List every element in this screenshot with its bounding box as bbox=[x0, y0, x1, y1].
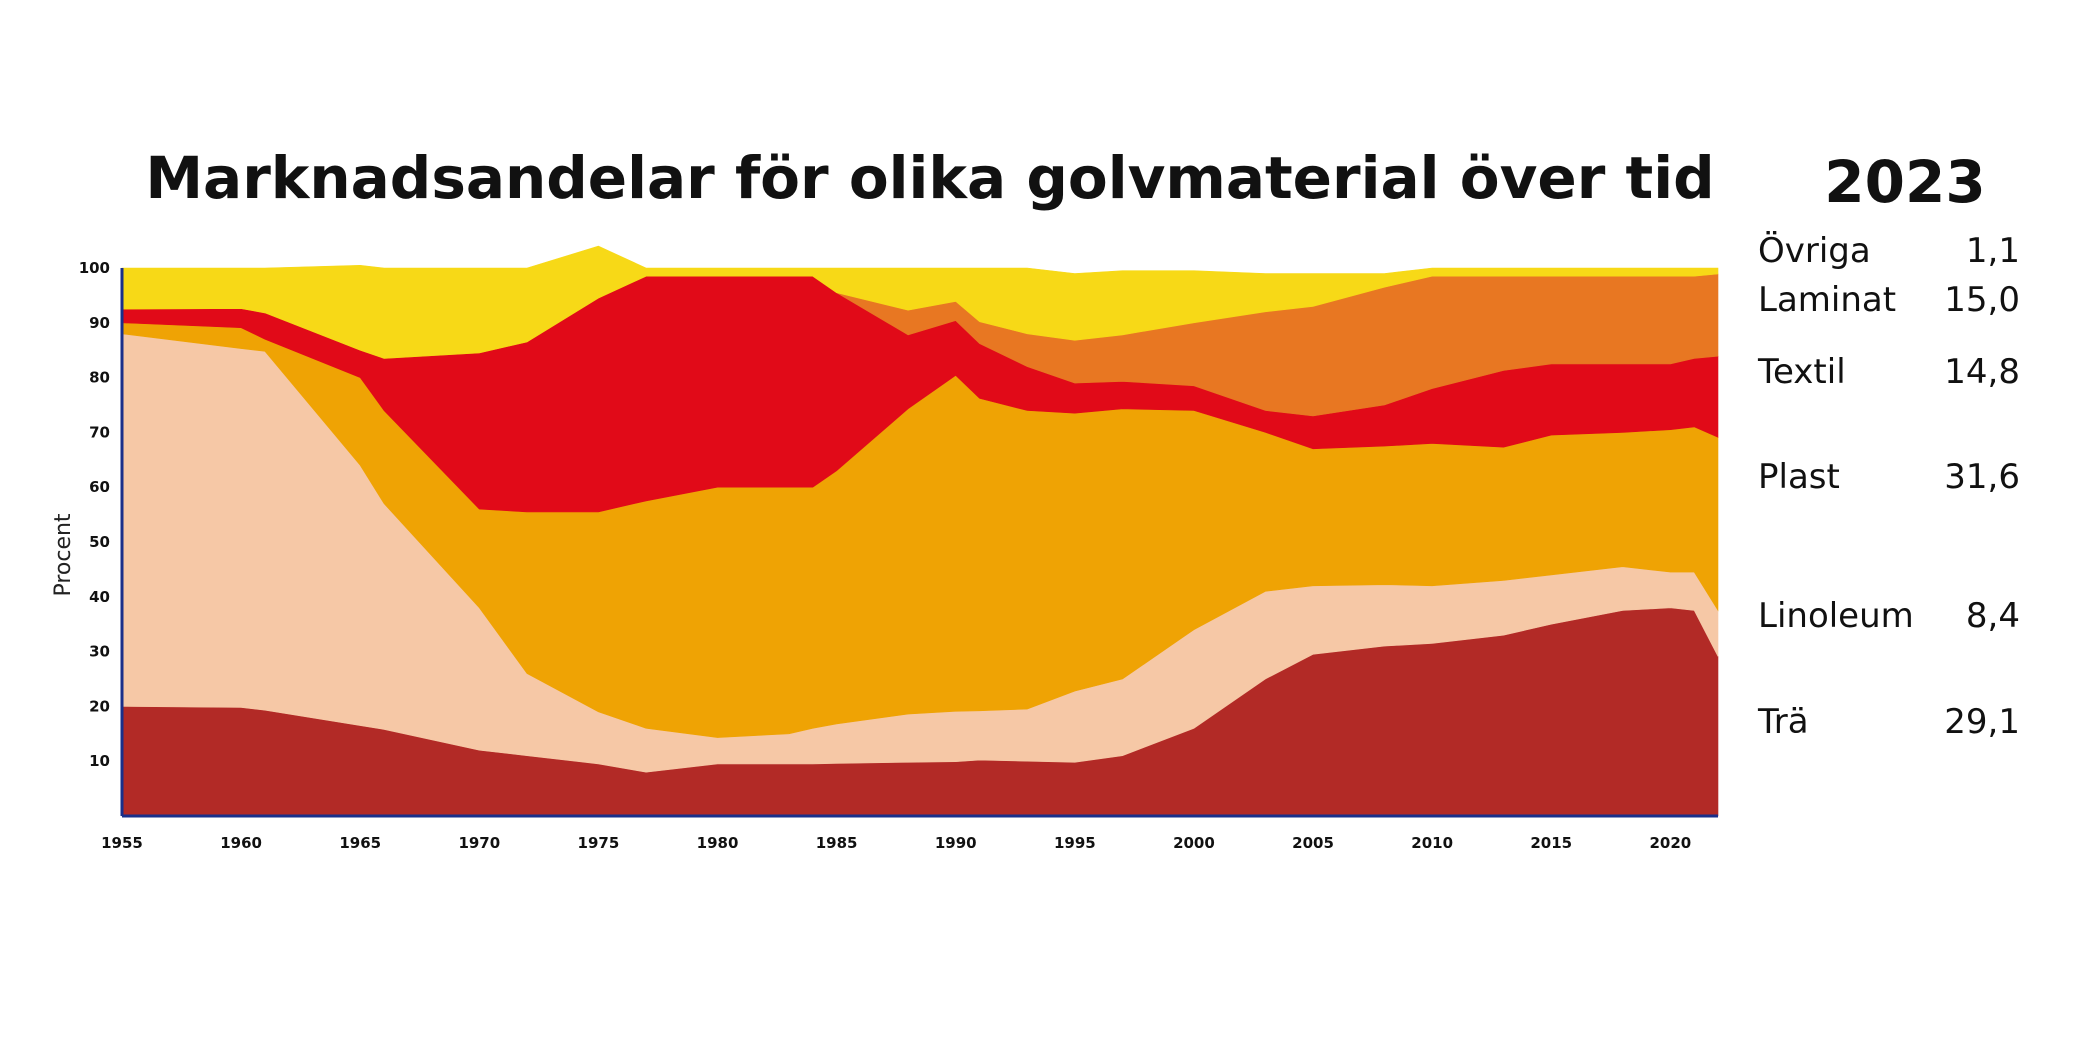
x-tick-label: 2010 bbox=[1411, 834, 1453, 852]
panel-row-label: Textil bbox=[1757, 352, 1846, 392]
x-tick-label: 1965 bbox=[339, 834, 381, 852]
x-tick-label: 1970 bbox=[458, 834, 500, 852]
y-tick-label: 40 bbox=[89, 588, 110, 606]
x-tick-label: 2020 bbox=[1649, 834, 1691, 852]
x-tick-label: 1960 bbox=[220, 834, 262, 852]
panel-row-value: 15,0 bbox=[1944, 280, 2020, 320]
y-axis-label: Procent bbox=[51, 513, 76, 596]
panel-row-label: Linoleum bbox=[1758, 596, 1914, 636]
x-tick-label: 1955 bbox=[101, 834, 143, 852]
x-tick-label: 1975 bbox=[578, 834, 620, 852]
y-tick-label: 30 bbox=[89, 643, 110, 661]
panel-rows: Övriga 1,1 Laminat 15,0 Textil 14,8 Plast 31,6 L… bbox=[1757, 230, 2020, 742]
panel-row-value: 29,1 bbox=[1944, 702, 2020, 742]
y-tick-labels: 10 20 30 40 50 60 70 80 90 100 bbox=[79, 259, 110, 770]
y-tick-label: 70 bbox=[89, 423, 110, 441]
x-tick-label: 1990 bbox=[935, 834, 977, 852]
y-tick-label: 10 bbox=[89, 752, 110, 770]
panel-row-value: 8,4 bbox=[1966, 596, 2020, 636]
x-tick-label: 1985 bbox=[816, 834, 858, 852]
panel-row-value: 31,6 bbox=[1944, 457, 2020, 497]
panel-row-value: 1,1 bbox=[1966, 231, 2020, 271]
x-tick-label: 1995 bbox=[1054, 834, 1096, 852]
x-tick-label: 1980 bbox=[697, 834, 739, 852]
y-tick-label: 50 bbox=[89, 533, 110, 551]
x-tick-label: 2015 bbox=[1530, 834, 1572, 852]
year-panel: 2023 Övriga 1,1 Laminat 15,0 Textil 14,8 Plast… bbox=[1757, 148, 2020, 742]
panel-row-label: Plast bbox=[1758, 457, 1840, 497]
x-tick-label: 2005 bbox=[1292, 834, 1334, 852]
x-tick-label: 2000 bbox=[1173, 834, 1215, 852]
area-series-5 bbox=[121, 245, 1719, 359]
area-layers bbox=[121, 245, 1719, 817]
panel-year: 2023 bbox=[1824, 148, 1985, 216]
y-tick-label: 60 bbox=[89, 478, 110, 496]
x-tick-labels: 1955 1960 1965 1970 1975 1980 1985 1990 1995 2000… bbox=[101, 834, 1691, 852]
panel-row-value: 14,8 bbox=[1944, 352, 2020, 392]
chart-title: Marknadsandelar för olika golvmaterial ö… bbox=[145, 144, 1714, 212]
y-tick-label: 80 bbox=[89, 369, 110, 387]
y-tick-label: 90 bbox=[89, 314, 110, 332]
panel-row-label: Trä bbox=[1757, 702, 1809, 742]
y-tick-label: 20 bbox=[89, 697, 110, 715]
y-tick-label: 100 bbox=[79, 259, 110, 277]
panel-row-label: Laminat bbox=[1758, 280, 1896, 320]
panel-row-label: Övriga bbox=[1758, 230, 1871, 271]
